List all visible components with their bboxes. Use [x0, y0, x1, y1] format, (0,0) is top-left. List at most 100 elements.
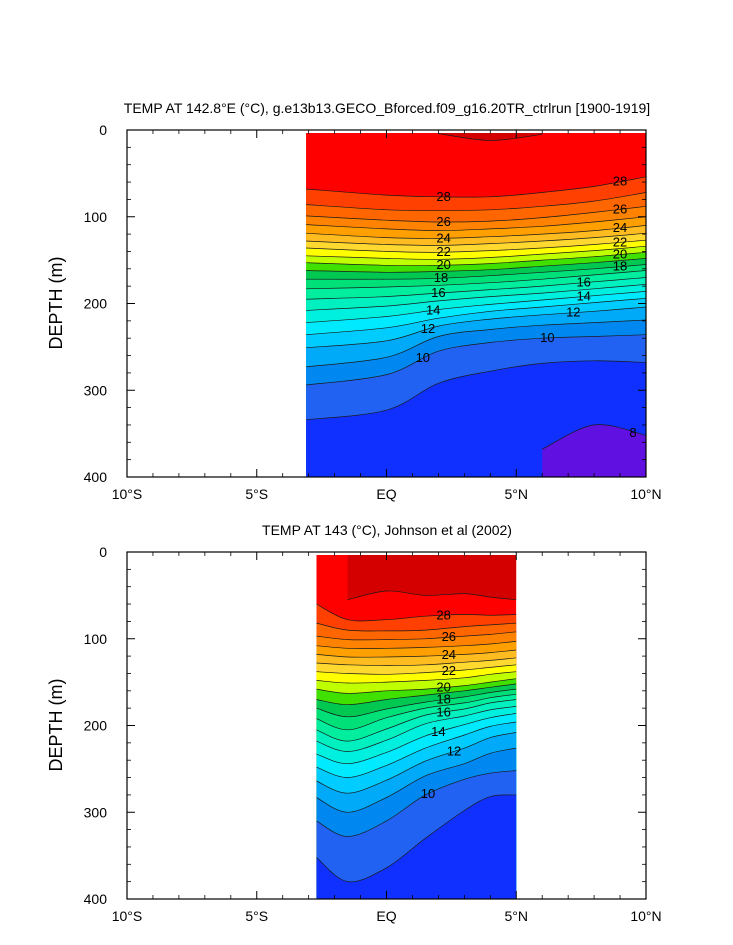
observed-isotherm-24 — [316, 649, 517, 658]
observed-ytick-label: 0 — [99, 544, 107, 560]
model-isotherm-24 — [306, 225, 646, 239]
observed-xtick-label: 10°S — [112, 908, 143, 924]
model-axes: 10°S 5°S EQ 5°N 10°N 0 100 200 300 400 — [84, 122, 662, 502]
model-xtick-label: 5°S — [245, 486, 268, 502]
model-contour-label: 26 — [613, 201, 627, 216]
observed-ytick-label: 400 — [84, 891, 108, 907]
model-isotherm-14 — [306, 291, 646, 323]
model-contour-label: 28 — [436, 189, 450, 204]
model-contour-labels: 2826242220181614121028262422201816141210… — [416, 174, 637, 440]
observed-isotherm-12 — [316, 732, 517, 794]
observed-isotherm-9 — [316, 794, 517, 883]
model-contour-label: 28 — [613, 174, 627, 189]
panel-model-ylabel: DEPTH (m) — [46, 257, 66, 350]
model-contour-label: 22 — [613, 234, 627, 249]
observed-contour-label: 16 — [436, 704, 450, 719]
observed-fill-29 — [347, 555, 517, 600]
model-isotherm-27 — [306, 192, 646, 212]
panel-observed-title: TEMP AT 143 (°C), Johnson et al (2002) — [262, 522, 512, 538]
model-isotherm-20 — [306, 251, 646, 266]
model-contour-label: 8 — [629, 425, 636, 440]
observed-isotherm-29 — [347, 590, 517, 601]
observed-xtick-label: 5°N — [505, 908, 529, 924]
observed-fill-9 — [316, 794, 517, 899]
observed-contour-fills — [316, 555, 517, 899]
model-xtick-label: 10°N — [630, 486, 661, 502]
model-contour-label: 22 — [436, 244, 450, 259]
observed-contour-label: 28 — [436, 607, 450, 622]
model-isotherm-12 — [306, 306, 646, 349]
panel-observed: TEMP AT 143 (°C), Johnson et al (2002) D… — [46, 522, 662, 924]
model-isotherm-13 — [306, 297, 646, 336]
panel-model: TEMP AT 142.8°E (°C), g.e13b13.GECO_Bfor… — [46, 100, 662, 502]
model-contour-label: 20 — [613, 247, 627, 262]
model-ytick-label: 300 — [84, 382, 108, 398]
model-contour-label: 16 — [576, 275, 590, 290]
model-contour-label: 14 — [576, 289, 590, 304]
model-isotherm-25 — [306, 216, 646, 231]
observed-isotherm-17 — [316, 693, 517, 731]
observed-axes: 10°S 5°S EQ 5°N 10°N 0 100 200 300 400 — [84, 544, 662, 924]
model-isotherm-29 — [438, 133, 543, 141]
model-contour-label: 12 — [421, 321, 435, 336]
observed-contour-label: 20 — [436, 679, 450, 694]
observed-isotherm-11 — [316, 747, 517, 813]
observed-isotherm-18 — [316, 688, 517, 718]
observed-xtick-label: 5°S — [245, 908, 268, 924]
observed-isotherm-23 — [316, 657, 517, 666]
panel-model-title: TEMP AT 142.8°E (°C), g.e13b13.GECO_Bfor… — [124, 100, 650, 116]
model-xtick-label: EQ — [376, 486, 396, 502]
observed-isotherm-27 — [316, 622, 517, 632]
model-isotherm-28 — [306, 176, 646, 198]
observed-xtick-label: 10°N — [630, 908, 661, 924]
model-isotherm-17 — [306, 270, 646, 290]
model-isotherm-22 — [306, 239, 646, 253]
observed-isotherm-14 — [316, 713, 517, 765]
model-isotherm-11 — [306, 319, 646, 368]
observed-ytick-label: 200 — [84, 718, 108, 734]
model-contour-label: 20 — [436, 257, 450, 272]
model-isotherm-16 — [306, 277, 646, 300]
observed-contour-label: 18 — [436, 692, 450, 707]
model-contour-label: 12 — [566, 305, 580, 320]
model-xtick-label: 5°N — [505, 486, 529, 502]
model-isotherm-8 — [542, 424, 646, 450]
observed-contour-lines — [316, 590, 517, 883]
model-contour-label: 18 — [613, 259, 627, 274]
observed-isotherm-19 — [316, 683, 517, 706]
panel-observed-ylabel: DEPTH (m) — [46, 679, 66, 772]
observed-contour-label: 22 — [442, 663, 456, 678]
observed-isotherm-16 — [316, 699, 517, 742]
observed-isotherm-25 — [316, 641, 517, 649]
model-fill-8 — [542, 424, 646, 477]
model-ytick-label: 0 — [99, 122, 107, 138]
model-contour-label: 10 — [416, 350, 430, 365]
observed-ytick-label: 300 — [84, 804, 108, 820]
model-contour-label: 24 — [436, 230, 450, 245]
model-ytick-label: 400 — [84, 469, 108, 485]
observed-contour-label: 24 — [442, 647, 456, 662]
observed-isotherm-26 — [316, 631, 517, 641]
model-contour-label: 16 — [431, 285, 445, 300]
model-contour-label: 18 — [434, 270, 448, 285]
observed-isotherm-13 — [316, 721, 517, 778]
model-isotherm-26 — [306, 205, 646, 223]
observed-isotherm-15 — [316, 706, 517, 752]
observed-isotherm-22 — [316, 664, 517, 675]
observed-contour-label: 10 — [421, 786, 435, 801]
observed-isotherm-21 — [316, 671, 517, 684]
observed-isotherm-28 — [316, 603, 517, 622]
observed-isotherm-10 — [316, 770, 517, 837]
model-xtick-label: 10°S — [112, 486, 143, 502]
model-contour-label: 26 — [436, 214, 450, 229]
model-isotherm-23 — [306, 232, 646, 246]
model-contour-label: 10 — [540, 330, 554, 345]
model-contour-lines — [306, 133, 646, 450]
model-contour-label: 14 — [426, 302, 440, 317]
model-isotherm-19 — [306, 258, 646, 273]
observed-contour-label: 26 — [442, 629, 456, 644]
model-isotherm-9 — [306, 360, 646, 421]
model-isotherm-15 — [306, 284, 646, 311]
model-isotherm-18 — [306, 264, 646, 280]
